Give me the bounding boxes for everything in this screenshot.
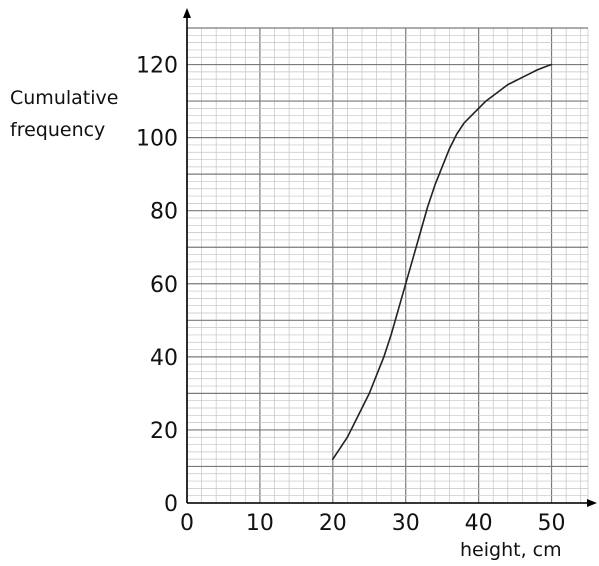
x-axis-arrow (587, 499, 597, 507)
y-axis-arrow (183, 8, 191, 18)
x-tick-label: 30 (392, 511, 420, 536)
y-tick-labels: 0 20 40 60 80 100 120 (136, 54, 178, 517)
y-tick-label: 80 (150, 200, 178, 225)
cumulative-frequency-curve (332, 63, 553, 460)
y-axis-label-line-1: Cumulative (10, 87, 118, 109)
y-axis-label-line-2: frequency (10, 119, 105, 141)
x-axis-label: height, cm (460, 539, 562, 561)
y-tick-label: 0 (164, 492, 178, 517)
x-tick-label: 0 (180, 511, 194, 536)
axes (183, 8, 597, 507)
series-line (332, 63, 553, 460)
x-tick-label: 50 (538, 511, 566, 536)
x-tick-label: 10 (246, 511, 274, 536)
x-tick-label: 40 (465, 511, 493, 536)
y-tick-label: 100 (136, 127, 178, 152)
x-tick-labels: 0 10 20 30 40 50 (180, 511, 566, 536)
y-tick-label: 60 (150, 273, 178, 298)
x-tick-label: 20 (319, 511, 347, 536)
y-tick-label: 40 (150, 346, 178, 371)
y-tick-label: 120 (136, 54, 178, 79)
y-tick-label: 20 (150, 419, 178, 444)
grid (186, 27, 589, 504)
